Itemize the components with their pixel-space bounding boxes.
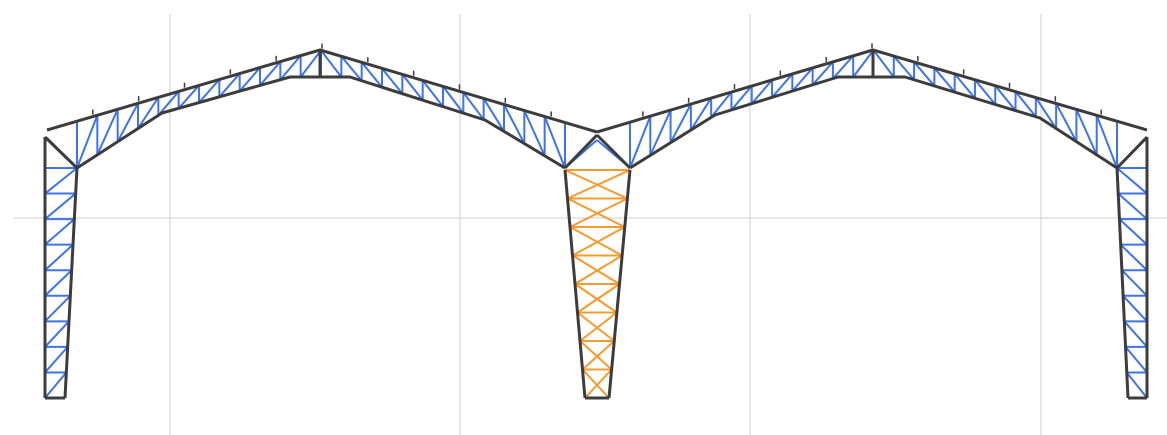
haunch bbox=[45, 137, 77, 168]
grid bbox=[14, 14, 1167, 435]
column-diagonal bbox=[45, 194, 76, 220]
column-diagonal bbox=[45, 347, 68, 373]
column-diagonal bbox=[1117, 168, 1147, 194]
column-diagonal bbox=[585, 370, 612, 399]
column-flange bbox=[1117, 168, 1128, 398]
column-diagonal bbox=[575, 256, 622, 285]
bottom-chord bbox=[630, 77, 1117, 168]
column-diagonal bbox=[45, 321, 69, 347]
column-diagonal bbox=[568, 199, 625, 228]
column-diagonal bbox=[45, 270, 72, 296]
column-diagonal bbox=[45, 168, 77, 194]
column-diagonal bbox=[575, 284, 617, 313]
column-diagonal bbox=[1124, 321, 1147, 347]
haunch bbox=[565, 135, 597, 168]
column-diagonal bbox=[565, 170, 627, 199]
column-diagonal bbox=[45, 219, 74, 245]
column-diagonal bbox=[580, 313, 617, 342]
web-members bbox=[45, 50, 1147, 398]
column-diagonal bbox=[578, 284, 620, 313]
column-diagonal bbox=[578, 313, 615, 342]
structure-view bbox=[0, 0, 1167, 435]
bottom-chord bbox=[77, 77, 565, 168]
column-diagonal bbox=[45, 372, 66, 398]
column-diagonal bbox=[583, 370, 610, 399]
column-diagonal bbox=[570, 199, 627, 228]
column-diagonal bbox=[1118, 194, 1147, 220]
column-diagonal bbox=[573, 256, 620, 285]
haunch bbox=[597, 135, 630, 168]
column-diagonal bbox=[568, 170, 631, 199]
column-diagonal bbox=[573, 227, 625, 256]
column-diagonal bbox=[580, 341, 612, 370]
column-diagonal bbox=[45, 245, 73, 271]
column-diagonal bbox=[570, 227, 622, 256]
column-diagonal bbox=[1121, 245, 1147, 271]
column-diagonal bbox=[583, 341, 615, 370]
column-diagonal bbox=[45, 296, 70, 322]
column-diagonal bbox=[1122, 270, 1147, 296]
chords bbox=[45, 43, 1147, 398]
column-diagonal bbox=[1123, 296, 1147, 322]
column-diagonal bbox=[1119, 219, 1147, 245]
haunch bbox=[1117, 137, 1147, 168]
column-diagonal bbox=[1127, 372, 1147, 398]
column-diagonal bbox=[1126, 347, 1147, 373]
column-flange bbox=[65, 168, 77, 398]
